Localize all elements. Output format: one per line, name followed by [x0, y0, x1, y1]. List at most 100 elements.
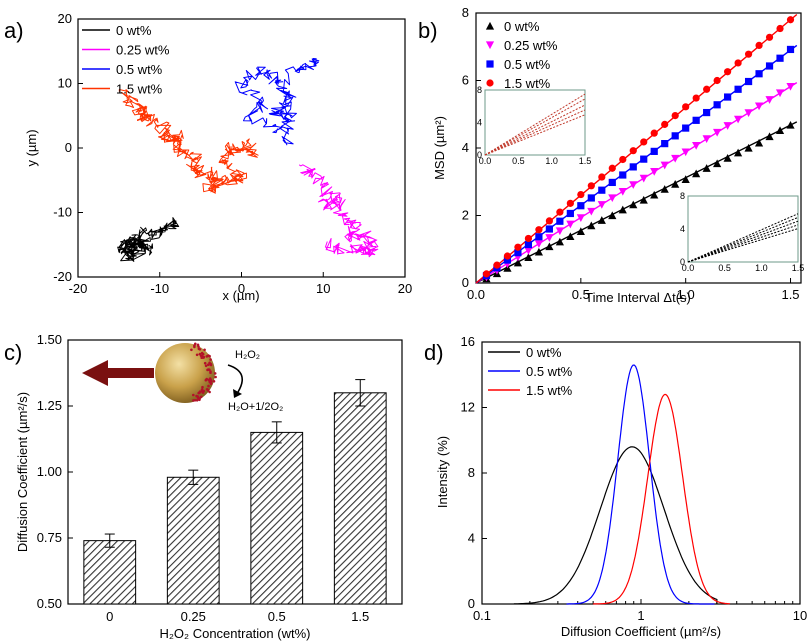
msd-point: [597, 201, 606, 209]
pt-dot: [190, 348, 193, 352]
inset-curve: [687, 213, 799, 263]
y-tick-label: 8: [462, 5, 469, 20]
msd-point: [555, 227, 564, 236]
msd-point: [692, 142, 701, 150]
msd-point: [723, 122, 732, 130]
msd-point: [618, 205, 627, 214]
msd-point: [671, 132, 679, 140]
inset-y-tick: 4: [680, 224, 685, 234]
trajectory-3: [118, 89, 259, 194]
panel-b-points: [482, 16, 795, 283]
msd-point: [545, 225, 553, 233]
legend-label: 0 wt%: [116, 23, 152, 38]
y-tick-label: 12: [461, 400, 475, 415]
legend-label: 1.5 wt%: [116, 82, 163, 97]
y-tick-label: 20: [58, 11, 72, 26]
inset-curve: [687, 228, 799, 263]
msd-point: [598, 186, 606, 194]
msd-point: [671, 112, 679, 120]
pt-dot: [198, 352, 202, 356]
pt-dot: [214, 375, 217, 379]
msd-point: [587, 182, 595, 190]
bar: [166, 476, 220, 605]
msd-point: [765, 132, 774, 141]
msd-point: [671, 180, 680, 188]
pt-dot: [192, 393, 195, 397]
panel-c: c) 0.50 0.75 1.00 1.25 1.50 0 0.25 0.5 1.5 H₂O₂ …: [4, 332, 403, 641]
pt-dot: [209, 358, 212, 361]
msd-point: [744, 77, 753, 86]
bar: [333, 392, 387, 605]
pt-dot: [198, 390, 202, 394]
msd-point: [556, 208, 564, 216]
msd-point: [629, 163, 637, 171]
msd-point: [513, 258, 523, 267]
legend-label: 0 wt%: [504, 19, 540, 34]
msd-point: [724, 93, 732, 101]
msd-point: [545, 242, 554, 251]
panel-d-xlabel: Diffusion Coefficient (µm²/s): [561, 624, 721, 639]
panel-b-legend: 0 wt% 0.25 wt% 0.5 wt% 1.5 wt%: [485, 19, 558, 91]
msd-point: [661, 120, 669, 128]
pt-dot: [210, 380, 213, 383]
msd-point: [524, 234, 533, 243]
platinum-dots: [190, 342, 217, 402]
pt-dot: [197, 347, 201, 351]
msd-point: [577, 190, 585, 199]
pt-dot: [202, 356, 205, 359]
janus-particle-icon: [155, 343, 215, 403]
msd-point: [776, 24, 784, 33]
pt-dot: [204, 364, 208, 368]
msd-point: [629, 200, 638, 209]
inset-y-tick: 0: [477, 150, 482, 160]
msd-point: [598, 173, 606, 181]
msd-point: [713, 101, 721, 109]
y-tick-label: 1.50: [37, 332, 62, 347]
pt-dot: [213, 372, 217, 375]
msd-point: [776, 54, 784, 62]
msd-point: [619, 171, 627, 179]
x-tick-label: 1.5: [781, 287, 799, 302]
pt-dot: [209, 371, 212, 375]
msd-point: [619, 155, 627, 164]
msd-point: [629, 181, 638, 189]
x-tick-label: 20: [398, 281, 412, 296]
reaction-arrowhead-icon: [233, 389, 242, 398]
propulsion-arrow-icon: [82, 360, 154, 386]
inset-frame: [687, 195, 799, 263]
msd-point: [755, 70, 763, 78]
msd-point: [681, 148, 690, 157]
y-tick-label: 0.50: [37, 596, 62, 611]
panel-a-xlabel: x (µm): [222, 288, 259, 303]
x-tick-label: 0.1: [473, 608, 491, 623]
msd-point: [629, 147, 637, 155]
legend-label: 1.5 wt%: [526, 383, 573, 398]
x-tick-label: 1.5: [351, 609, 369, 624]
msd-point: [650, 190, 659, 199]
inset-bottom-right: 0.0 0.5 1.0 1.5 0 4 8: [680, 191, 804, 273]
msd-point: [503, 256, 512, 264]
panel-a-trajectories: [117, 58, 379, 262]
x-tick-label: 0.0: [467, 287, 485, 302]
msd-point: [650, 147, 658, 155]
distribution-1: [566, 364, 715, 605]
pt-dot: [201, 385, 204, 389]
inset-y-tick: 4: [477, 118, 482, 128]
inset-curve: [484, 114, 586, 156]
msd-point: [692, 169, 701, 178]
distribution-2: [593, 393, 731, 605]
y-tick-label: 1.00: [37, 464, 62, 479]
msd-point: [650, 129, 658, 137]
x-tick-label: 1: [637, 608, 644, 623]
msd-point: [723, 154, 732, 162]
y-tick-label: 0: [468, 596, 475, 611]
pt-dot: [209, 382, 213, 386]
msd-point: [524, 240, 533, 249]
x-tick-label: 0: [238, 281, 245, 296]
msd-point: [535, 226, 543, 234]
panel-d-ylabel: Intensity (%): [435, 436, 450, 508]
reaction-products: H₂O+1/2O₂: [228, 401, 283, 413]
y-tick-label: 4: [468, 531, 475, 546]
